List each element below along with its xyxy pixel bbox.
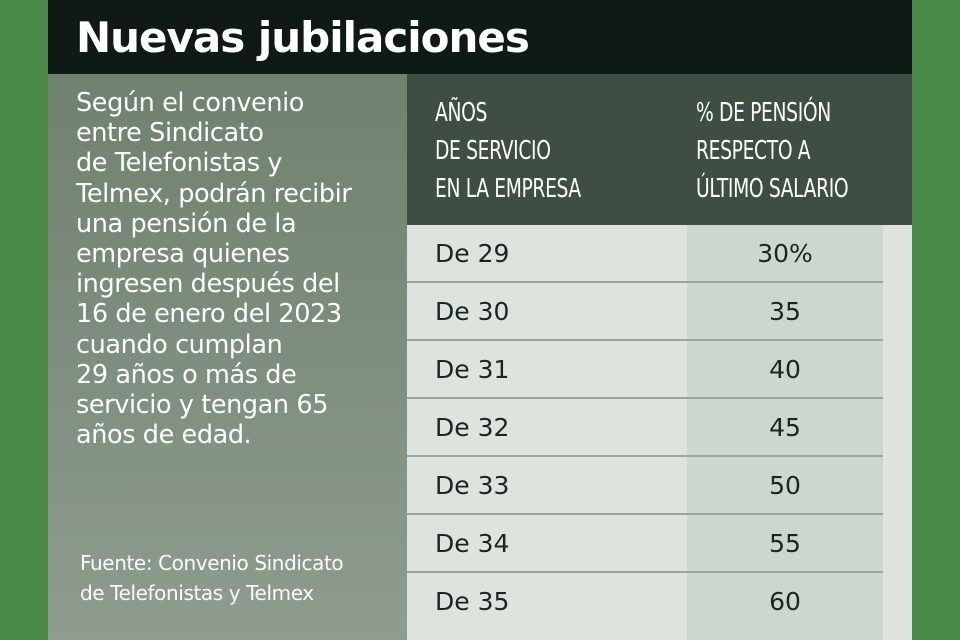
header-pension-percent: % DE PENSIÓN RESPECTO A ÚLTIMO SALARIO (696, 98, 849, 204)
table-row: De 30 35 (407, 283, 883, 341)
pension-cell: 40 (769, 355, 801, 384)
table-row: De 31 40 (407, 341, 883, 399)
years-cell: De 32 (435, 413, 510, 442)
years-cell: De 35 (435, 587, 510, 616)
pension-table: De 29 30% De 30 35 De 31 40 De 32 45 De … (407, 225, 912, 640)
table-header: AÑOS DE SERVICIO EN LA EMPRESA % DE PENS… (407, 74, 912, 225)
years-cell: De 30 (435, 297, 510, 326)
table-row: De 35 60 (407, 573, 883, 631)
pension-cell: 55 (769, 529, 801, 558)
pension-cell: 35 (769, 297, 801, 326)
years-cell: De 29 (435, 239, 510, 268)
table-row: De 33 50 (407, 457, 883, 515)
title-bar: Nuevas jubilaciones (48, 0, 912, 74)
pension-cell: 45 (769, 413, 801, 442)
infographic-panel: Nuevas jubilaciones Según el convenio en… (48, 0, 912, 640)
years-cell: De 31 (435, 355, 510, 384)
pension-cell: 60 (769, 587, 801, 616)
pension-cell: 50 (769, 471, 801, 500)
pension-column-background (687, 225, 883, 640)
source-note: Fuente: Convenio Sindicato de Telefonist… (80, 551, 344, 605)
table-row: De 34 55 (407, 515, 883, 573)
table-row: De 32 45 (407, 399, 883, 457)
header-years-of-service: AÑOS DE SERVICIO EN LA EMPRESA (435, 98, 581, 204)
years-cell: De 33 (435, 471, 510, 500)
intro-column: Según el convenio entre Sindicato de Tel… (48, 74, 407, 640)
years-cell: De 34 (435, 529, 510, 558)
intro-text: Según el convenio entre Sindicato de Tel… (76, 88, 352, 451)
page-title: Nuevas jubilaciones (76, 13, 530, 62)
pension-cell: 30% (757, 239, 813, 268)
table-row: De 29 30% (407, 225, 883, 283)
